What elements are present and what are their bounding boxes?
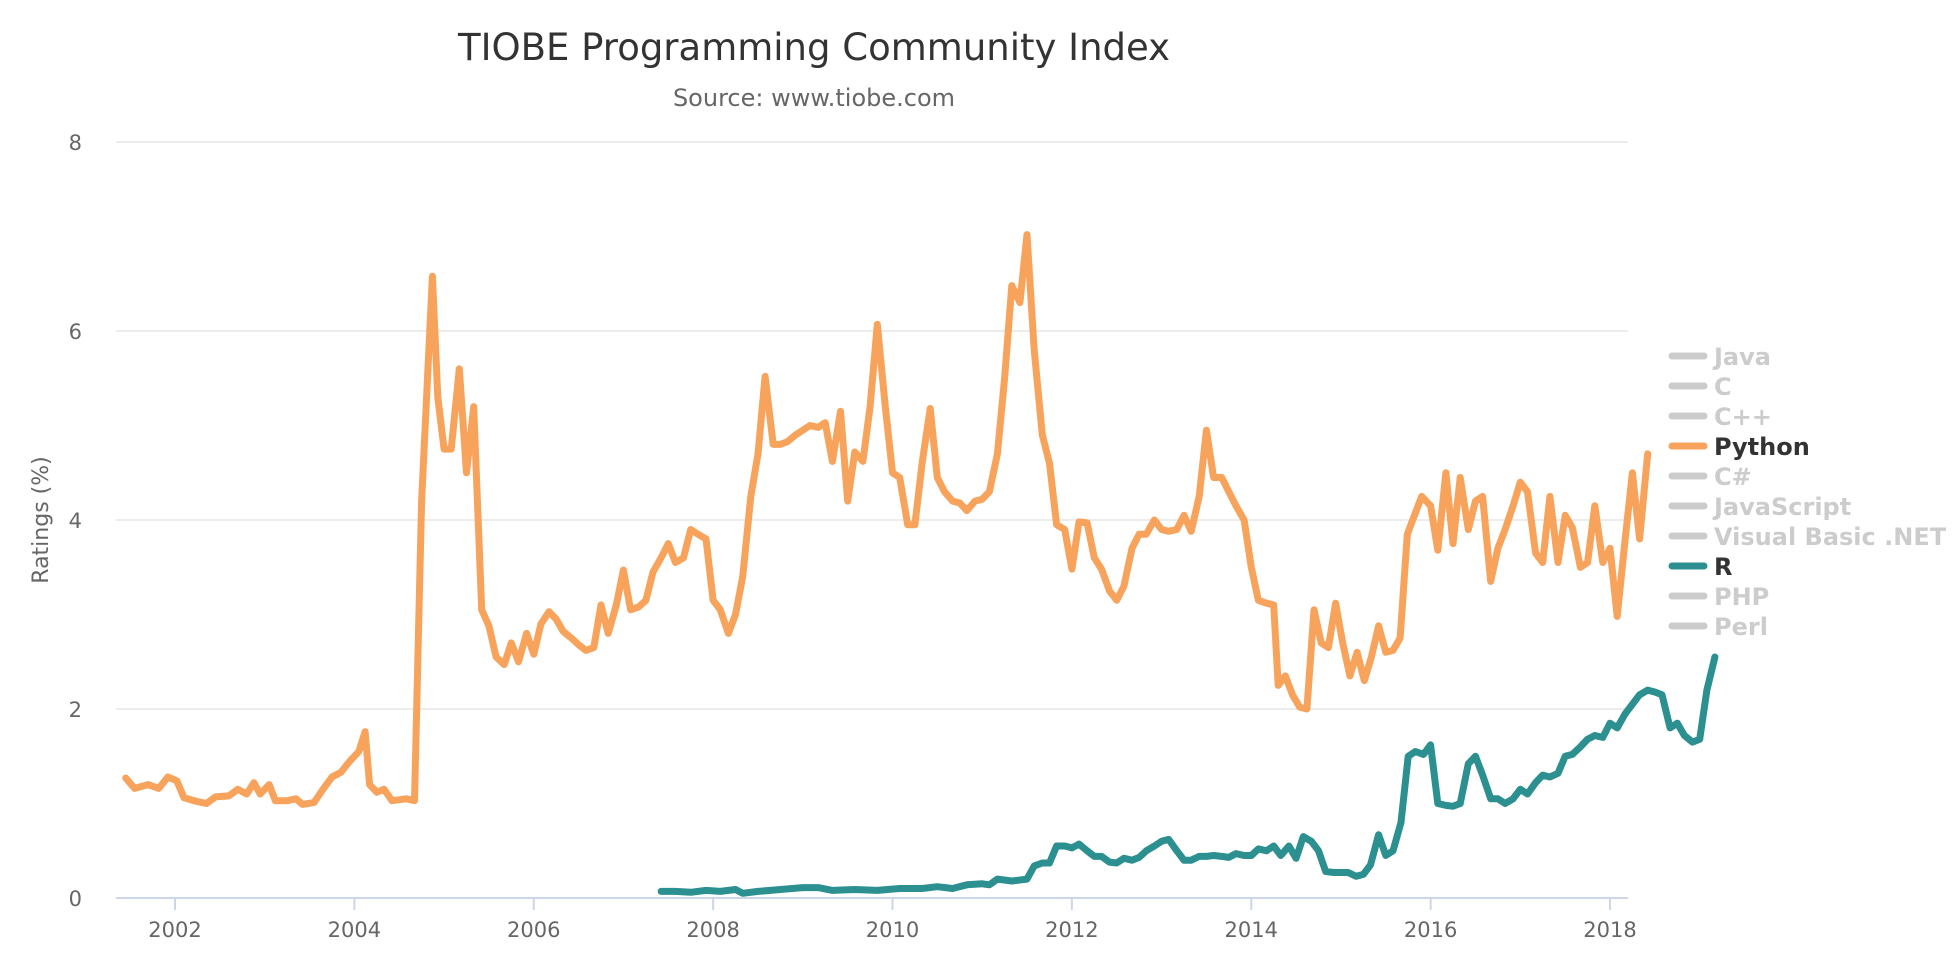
- x-tick-label: 2018: [1583, 918, 1636, 942]
- y-axis: 0 2 4 6 8: [69, 131, 82, 911]
- legend-label: PHP: [1714, 583, 1769, 611]
- legend-label: C#: [1714, 463, 1752, 491]
- x-tick-label: 2010: [866, 918, 919, 942]
- y-axis-title: Ratings (%): [29, 456, 54, 583]
- legend-item[interactable]: C++: [1668, 403, 1772, 431]
- legend-label: C++: [1714, 403, 1772, 431]
- legend-label: Python: [1714, 433, 1810, 461]
- chart-title: TIOBE Programming Community Index: [457, 26, 1171, 69]
- series-line-r[interactable]: [657, 653, 1719, 897]
- legend-item[interactable]: Java: [1668, 343, 1771, 371]
- legend-item[interactable]: JavaScript: [1668, 493, 1851, 521]
- legend-item[interactable]: R: [1668, 553, 1732, 581]
- grid-lines: [116, 141, 1628, 710]
- series-line-python[interactable]: [122, 231, 1652, 808]
- y-tick-label: 4: [69, 509, 82, 533]
- legend-label: Java: [1712, 343, 1771, 371]
- x-tick-label: 2004: [328, 918, 381, 942]
- y-tick-label: 6: [69, 320, 82, 344]
- y-tick-label: 8: [69, 131, 82, 155]
- legend-item[interactable]: PHP: [1668, 583, 1769, 611]
- plot-area: [122, 231, 1719, 897]
- legend-label: JavaScript: [1712, 493, 1851, 521]
- x-tick-label: 2008: [686, 918, 739, 942]
- legend-label: C: [1714, 373, 1732, 401]
- x-tick-label: 2012: [1045, 918, 1098, 942]
- legend-item[interactable]: C#: [1668, 463, 1752, 491]
- legend-item[interactable]: Visual Basic .NET: [1668, 523, 1947, 551]
- x-axis: 2002 2004 2006 2008 2010 2012 2014 2016 2018: [148, 898, 1637, 942]
- series-r: [657, 653, 1719, 897]
- x-tick-label: 2002: [148, 918, 201, 942]
- series-python: [122, 231, 1652, 808]
- legend-item[interactable]: Perl: [1668, 613, 1768, 641]
- legend-label: Perl: [1714, 613, 1768, 641]
- x-tick-label: 2006: [507, 918, 560, 942]
- x-tick-label: 2016: [1404, 918, 1457, 942]
- chart-subtitle: Source: www.tiobe.com: [672, 84, 956, 112]
- legend-item[interactable]: Python: [1668, 433, 1810, 461]
- legend-label: Visual Basic .NET: [1714, 523, 1947, 551]
- legend-item[interactable]: C: [1668, 373, 1732, 401]
- y-tick-label: 2: [69, 698, 82, 722]
- x-tick-label: 2014: [1225, 918, 1278, 942]
- y-tick-label: 0: [69, 887, 82, 911]
- legend-label: R: [1714, 553, 1732, 581]
